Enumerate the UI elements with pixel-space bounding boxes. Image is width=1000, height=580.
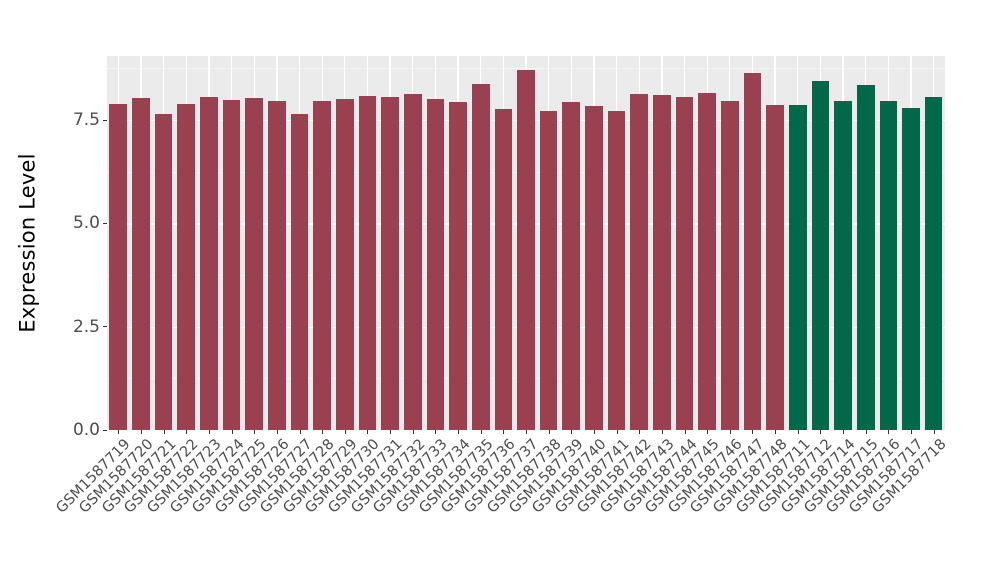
x-axis-tick-mark xyxy=(503,430,505,434)
plot-panel xyxy=(107,56,945,430)
y-axis-tick-mark xyxy=(103,222,107,224)
bar xyxy=(426,98,445,430)
x-axis-tick-mark xyxy=(458,430,460,434)
y-axis-tick: 2.5 xyxy=(73,317,107,337)
bar xyxy=(856,84,875,430)
y-axis-tick-mark xyxy=(103,119,107,121)
bar xyxy=(607,110,626,430)
bar xyxy=(222,100,241,430)
x-axis-tick-mark xyxy=(254,430,256,434)
bar xyxy=(924,97,943,430)
bar xyxy=(358,95,377,430)
x-axis-tick-mark xyxy=(208,430,210,434)
bar xyxy=(381,97,399,430)
x-axis-tick-mark xyxy=(616,430,618,434)
bar xyxy=(245,98,264,430)
x-axis-tick-mark xyxy=(865,430,867,434)
bar xyxy=(879,100,898,430)
x-axis-tick-mark xyxy=(752,430,754,434)
bar xyxy=(721,101,739,430)
bar xyxy=(154,113,173,430)
x-axis-tick-mark xyxy=(367,430,369,434)
y-axis-tick-mark xyxy=(103,429,107,431)
y-axis-tick-label: 2.5 xyxy=(72,316,100,337)
bar xyxy=(335,99,354,430)
bar xyxy=(403,93,422,430)
y-axis-tick-label: 5.0 xyxy=(72,213,100,234)
bar xyxy=(834,101,852,430)
bar xyxy=(268,101,286,430)
x-axis-tick-mark xyxy=(797,430,799,434)
x-axis-tick-mark xyxy=(661,430,663,434)
bar xyxy=(562,102,581,430)
x-axis-tick-mark xyxy=(639,430,641,434)
x-axis-tick-mark xyxy=(593,430,595,434)
y-axis-tick-mark xyxy=(103,326,107,328)
bar xyxy=(494,109,513,430)
x-axis-tick-mark xyxy=(820,430,822,434)
bar xyxy=(177,104,196,430)
bar xyxy=(313,101,331,430)
bar xyxy=(743,73,762,430)
x-axis-tick-mark xyxy=(322,430,324,434)
bar xyxy=(788,104,807,430)
y-axis-tick: 5.0 xyxy=(73,213,107,233)
x-axis-tick-mark xyxy=(684,430,686,434)
y-axis-tick: 0.0 xyxy=(73,420,107,440)
bar xyxy=(675,96,694,430)
x-axis-tick-mark xyxy=(299,430,301,434)
y-axis-title-label: Expression Level xyxy=(16,153,40,333)
x-axis-tick-mark xyxy=(276,430,278,434)
x-axis-tick-mark xyxy=(843,430,845,434)
y-axis-tick-label: 7.5 xyxy=(72,110,100,131)
x-axis-tick-mark xyxy=(118,430,120,434)
bar xyxy=(290,113,309,430)
bar xyxy=(585,105,603,430)
bar xyxy=(449,102,467,430)
x-axis-tick-mark xyxy=(390,430,392,434)
x-axis-tick-mark xyxy=(526,430,527,434)
bar xyxy=(517,69,535,430)
x-axis-tick-mark xyxy=(140,430,142,434)
bar xyxy=(630,94,649,430)
bar xyxy=(109,104,128,430)
bar xyxy=(653,95,671,430)
x-axis-tick-mark xyxy=(412,430,414,434)
x-axis-tick-mark xyxy=(231,430,233,434)
x-axis-tick-mark xyxy=(480,430,482,434)
bar xyxy=(811,81,830,430)
bar xyxy=(200,96,218,430)
y-axis-title: Expression Level xyxy=(0,0,56,486)
x-axis-tick-mark xyxy=(911,430,913,434)
y-axis-tick-label: 0.0 xyxy=(72,420,100,440)
bar xyxy=(471,84,490,430)
y-axis: 0.0 2.5 5.0 7.5 xyxy=(56,56,107,440)
x-axis-tick-mark xyxy=(163,430,165,434)
x-axis-tick-mark xyxy=(775,430,777,434)
x-axis-tick-mark xyxy=(729,430,731,434)
x-axis-tick-mark xyxy=(888,430,890,434)
x-axis-ticks xyxy=(107,430,945,435)
x-axis-tick-mark xyxy=(344,430,346,434)
x-axis-tick-mark xyxy=(571,430,573,434)
x-axis-tick-mark xyxy=(186,430,188,434)
x-axis-tick-mark xyxy=(933,430,935,434)
x-axis-labels: GSM1587719 GSM1587720 GSM1587721 GSM1587722… xyxy=(54,434,950,580)
y-axis-tick: 7.5 xyxy=(73,110,107,130)
bar xyxy=(766,105,784,430)
bar xyxy=(132,97,150,430)
bar xyxy=(902,107,920,430)
x-axis-tick-mark xyxy=(435,430,437,434)
bar xyxy=(539,110,558,430)
x-axis-tick-mark xyxy=(707,430,709,434)
bar xyxy=(698,93,716,430)
x-axis-tick-mark xyxy=(548,430,550,434)
